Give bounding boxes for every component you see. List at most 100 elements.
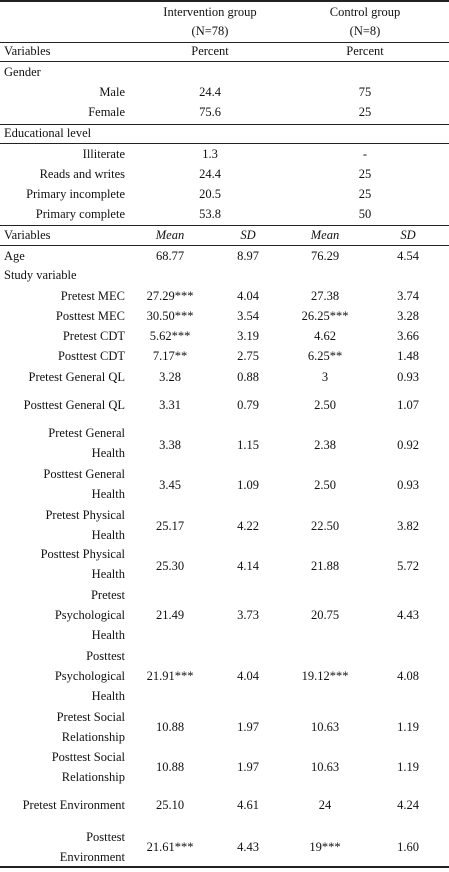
gender-row-value-a: 24.4 [199,85,221,99]
study-row-label-line: Health [91,446,125,460]
gender-row-value-b: 25 [358,105,372,119]
study-row-label-line: Posttest MEC [55,309,125,323]
study-row-sd-a: 3.54 [237,309,259,323]
study-row-mean-b: 2.50 [314,398,336,412]
study-row-sd-b: 1.60 [397,840,419,854]
study-row-mean-a: 3.31 [159,398,181,412]
group-b-n: (N=8) [349,24,381,38]
gender-row-label: Male [99,85,125,99]
study-row-label-line: Health [91,487,125,501]
study-row-sd-a: 4.04 [237,669,259,683]
study-row-sd-b: 1.48 [397,349,419,363]
percent-header-a: Percent [191,44,229,58]
study-title: Study variable [4,268,77,282]
study-row-mean-b: 19*** [309,840,341,854]
education-row-value-a: 24.4 [199,167,221,181]
study-row-label-line: Relationship [61,770,125,784]
education-row-label: Primary incomplete [26,187,125,201]
education-row-value-b: 50 [358,207,372,221]
study-row-mean-b: 4.62 [314,329,336,343]
study-row-sd-b: 3.74 [397,289,419,303]
study-row-label-line: Pretest [90,588,125,602]
study-row-label-line: Pretest Environment [22,798,125,812]
education-title: Educational level [4,126,92,140]
education-row-value-b: 25 [358,167,372,181]
study-row-mean-b: 10.63 [310,720,340,734]
gender-row-label: Female [88,105,125,119]
study-row-mean-a: 21.91*** [146,669,194,683]
study-row-sd-b: 4.43 [397,608,419,622]
study-row-mean-a: 7.17** [152,349,188,363]
study-row-label-line: Posttest [86,830,125,844]
education-row-value-b: - [362,147,368,161]
study-row-sd-a: 4.14 [237,559,259,573]
study-row-sd-b: 3.66 [397,329,419,343]
study-row-mean-b: 2.50 [314,478,336,492]
study-row-mean-b: 6.25** [307,349,343,363]
study-row-sd-a: 4.43 [237,840,259,854]
study-row-mean-a: 3.28 [159,370,181,384]
study-row-sd-a: 1.15 [237,438,259,452]
gender-row-value-a: 75.6 [199,105,221,119]
study-row-sd-b: 4.08 [397,669,419,683]
study-row-label-line: Posttest [86,649,125,663]
study-row-label-line: Posttest CDT [57,349,125,363]
study-row-mean-b: 19.12*** [301,669,349,683]
study-row-mean-a: 10.88 [155,720,185,734]
study-row-mean-a: 21.61*** [146,840,194,854]
study-row-mean-b: 3 [321,370,329,384]
group-a-n: (N=78) [191,24,229,38]
education-row-value-a: 20.5 [199,187,221,201]
study-row-label-line: Health [91,689,125,703]
section-rule-education-2 [0,143,449,144]
study-row-sd-b: 0.93 [397,370,419,384]
study-row-mean-a: 25.10 [155,798,185,812]
education-row-value-b: 25 [358,187,372,201]
study-row-sd-b: 3.28 [397,309,419,323]
study-row-mean-b: 10.63 [310,760,340,774]
age-mean-b: 76.29 [310,249,340,263]
section-rule-education [0,124,449,125]
study-row-sd-b: 4.24 [397,798,419,812]
study-row-sd-a: 3.19 [237,329,259,343]
study-row-label-line: Psychological [54,608,125,622]
study-row-label-line: Psychological [54,669,125,683]
study-row-sd-b: 0.93 [397,478,419,492]
study-row-label-line: Pretest Social [56,710,125,724]
study-row-label-line: Posttest General QL [23,398,125,412]
study-row-label-line: Pretest General QL [28,370,126,384]
study-row-mean-b: 24 [318,798,332,812]
study-row-label-line: Pretest General [48,426,125,440]
study-row-mean-b: 22.50 [310,519,340,533]
education-row-value-a: 53.8 [199,207,221,221]
gender-row-value-b: 75 [358,85,372,99]
study-row-sd-b: 1.19 [397,760,419,774]
study-row-mean-b: 2.38 [314,438,336,452]
study-row-sd-a: 4.22 [237,519,259,533]
study-row-sd-a: 1.97 [237,720,259,734]
study-row-sd-a: 4.04 [237,289,259,303]
study-row-mean-a: 30.50*** [146,309,194,323]
mean-header-sd-a: SD [240,228,256,242]
study-row-sd-a: 0.88 [237,370,259,384]
study-row-mean-a: 21.49 [155,608,185,622]
study-row-label-line: Posttest General [43,467,125,481]
study-row-label-line: Health [91,528,125,542]
age-label: Age [4,249,25,263]
study-row-mean-a: 27.29*** [146,289,194,303]
study-row-mean-b: 27.38 [310,289,340,303]
group-b-title: Control group [329,5,401,19]
study-row-label-line: Pretest CDT [62,329,125,343]
study-row-label-line: Health [91,628,125,642]
study-row-sd-b: 5.72 [397,559,419,573]
study-row-sd-a: 4.61 [237,798,259,812]
study-row-mean-a: 5.62*** [149,329,191,343]
study-row-mean-b: 20.75 [310,608,340,622]
study-row-mean-a: 25.30 [155,559,185,573]
bottom-rule [0,866,449,868]
percent-header-variables: Variables [4,44,51,58]
study-row-sd-b: 1.19 [397,720,419,734]
age-sd-b: 4.54 [397,249,419,263]
study-row-sd-a: 3.73 [237,608,259,622]
